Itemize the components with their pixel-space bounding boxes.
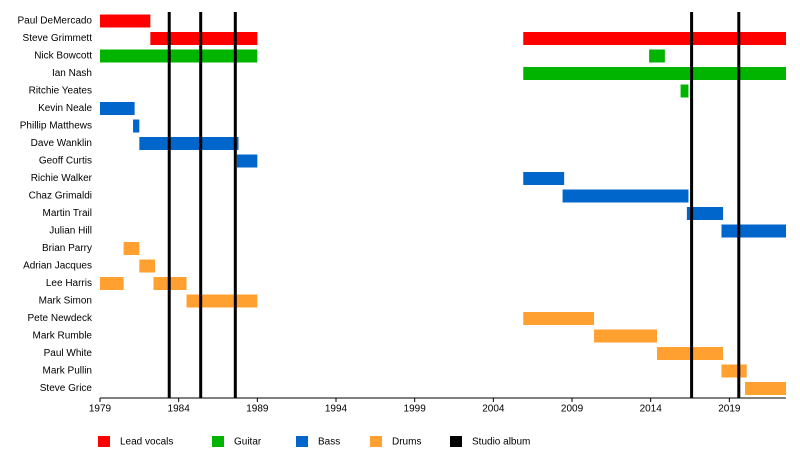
row-label: Lee Harris [46, 278, 92, 289]
x-tick-label: 1984 [168, 404, 191, 415]
row-label: Geoff Curtis [39, 156, 92, 167]
x-tick-label: 2009 [561, 404, 584, 415]
tenure-bar [656, 347, 724, 360]
row-label: Julian Hill [49, 226, 92, 237]
row-label: Ian Nash [52, 68, 92, 79]
row-label: Adrian Jacques [23, 261, 92, 272]
legend-label: Studio album [472, 437, 530, 448]
tenure-bar [562, 189, 689, 203]
legend-label: Guitar [234, 437, 262, 448]
tenure-bar [745, 382, 786, 395]
row-label: Nick Bowcott [34, 51, 92, 62]
row-label: Ritchie Yeates [29, 86, 92, 97]
x-tick-label: 2014 [640, 404, 663, 415]
row-label: Steve Grimmett [23, 33, 93, 44]
legend-swatch [450, 436, 462, 447]
tenure-bar [139, 259, 156, 273]
legend-label: Lead vocals [120, 437, 173, 448]
tenure-bar [680, 84, 689, 98]
tenure-bar [123, 242, 140, 255]
row-label: Martin Trail [43, 208, 92, 219]
tenure-bar [100, 14, 151, 28]
tenure-bar [721, 364, 747, 378]
row-label: Mark Pullin [43, 366, 92, 377]
tenure-bar [594, 329, 657, 343]
legend-swatch [212, 436, 224, 447]
x-tick-label: 1999 [404, 404, 427, 415]
x-tick-label: 2019 [718, 404, 741, 415]
tenure-bar [686, 207, 724, 220]
row-label: Brian Parry [42, 243, 92, 254]
tenure-bar [100, 277, 124, 290]
tenure-bar [139, 137, 239, 150]
legend-swatch [296, 436, 308, 447]
row-label: Phillip Matthews [20, 121, 92, 132]
tenure-bar [523, 32, 786, 45]
tenure-bar [100, 49, 258, 63]
x-tick-label: 1994 [325, 404, 348, 415]
row-label: Mark Simon [39, 296, 92, 307]
tenure-bar [649, 49, 665, 63]
tenure-bar [133, 119, 140, 133]
legend-label: Bass [318, 437, 340, 448]
x-tick-label: 1989 [246, 404, 269, 415]
tenure-bar [150, 32, 258, 45]
tenure-bar [523, 67, 786, 80]
row-label: Mark Rumble [33, 331, 93, 342]
row-label: Richie Walker [31, 173, 93, 184]
legend-swatch [98, 436, 110, 447]
row-label: Paul White [44, 348, 93, 359]
x-tick-label: 2004 [482, 404, 505, 415]
row-label: Chaz Grimaldi [29, 191, 92, 202]
row-label: Pete Newdeck [28, 313, 93, 324]
row-label: Steve Grice [40, 383, 93, 394]
tenure-bar [100, 102, 135, 115]
x-tick-label: 1979 [89, 404, 112, 415]
tenure-bar [523, 172, 565, 185]
legend-label: Drums [392, 437, 421, 448]
tenure-bar [523, 312, 595, 325]
tenure-bar [186, 294, 258, 308]
legend-swatch [370, 436, 382, 447]
tenure-bar [236, 154, 258, 168]
row-label: Paul DeMercado [18, 16, 93, 27]
tenure-bar [721, 224, 786, 238]
row-label: Kevin Neale [38, 103, 92, 114]
row-label: Dave Wanklin [31, 138, 92, 149]
